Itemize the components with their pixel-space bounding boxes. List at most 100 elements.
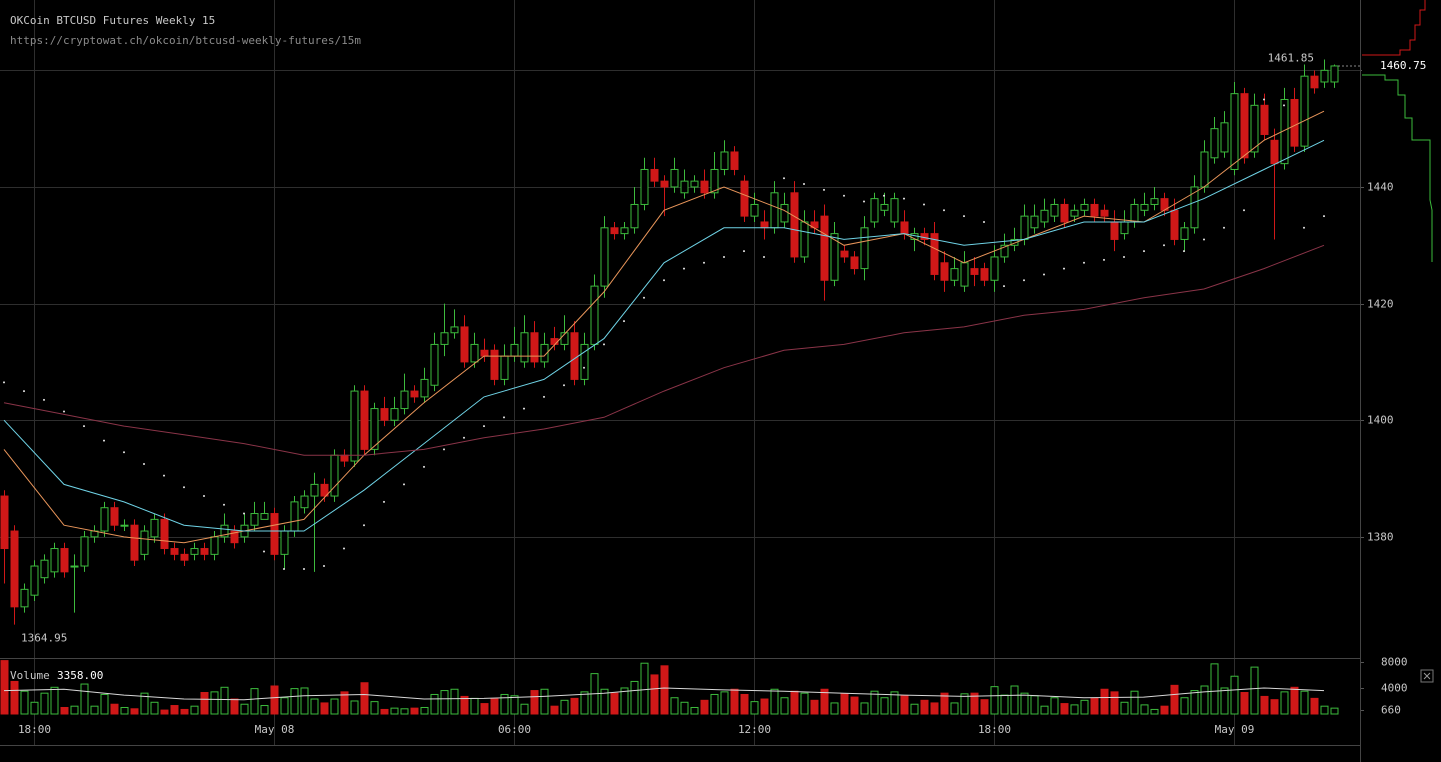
candle-body [730,151,739,170]
candle-body [530,332,539,363]
candle-body [320,483,329,497]
sar-dot [303,567,305,570]
candle-body [1070,209,1079,217]
candle-body [1140,203,1149,211]
sar-dot [1223,226,1225,229]
candle-body [1090,203,1099,217]
sar-dot [183,486,185,489]
volume-bar [250,688,259,715]
volume-bar [10,680,19,715]
candle-body [500,355,509,380]
sar-dot [783,177,785,180]
candle-body [1210,128,1219,159]
volume-bar [40,692,49,715]
sar-dot [963,215,965,218]
sar-dot [1063,267,1065,270]
sar-dot [763,255,765,258]
candle-body [510,343,519,357]
sar-dot [83,425,85,428]
candle-body [1080,203,1089,211]
sar-dot [923,203,925,206]
sar-dot [443,448,445,451]
volume-bar [1230,675,1239,715]
candle-body [980,268,989,281]
volume-bar [370,701,379,715]
candle-body [380,408,389,421]
candle-body [990,256,999,281]
sar-dot [423,465,425,468]
volume-bar [950,702,959,715]
volume-bar [560,699,569,715]
volume-bar [260,705,269,715]
candle-body [630,203,639,229]
volume-bar [0,660,9,715]
candle-body [1240,93,1249,159]
sar-dot [283,567,285,570]
volume-bar [700,699,709,715]
volume-bar [470,697,479,715]
volume-bar [1300,690,1309,715]
sar-dot [803,183,805,186]
sar-dot [1143,250,1145,253]
sar-dot [483,425,485,428]
volume-bar [1270,699,1279,715]
candle-body [1200,151,1209,188]
sar-dot [363,524,365,527]
candle-body [1020,215,1029,240]
sar-dot [663,279,665,282]
sar-dot [883,194,885,197]
sar-dot [203,495,205,498]
candle-body [710,168,719,194]
volume-bar [420,706,429,715]
volume-bar [630,680,639,715]
moving-average [3,110,1325,544]
candle-body [760,221,769,229]
volume-bar [860,702,869,715]
candle-body [470,343,479,363]
volume-bar [230,698,239,715]
candle-body [570,332,579,380]
sar-dot [323,565,325,568]
volume-bar [220,686,229,715]
x-tick-label: 18:00 [18,723,51,736]
volume-bar [800,692,809,715]
volume-bar [1240,692,1249,715]
sar-dot [863,200,865,203]
sar-dot [463,436,465,439]
volume-bar [380,708,389,715]
volume-bar [830,702,839,715]
volume-bar [820,688,829,715]
volume-bar [210,691,219,715]
volume-bar [1200,685,1209,715]
sar-dot [1283,104,1285,107]
volume-bar [80,683,89,715]
close-volume-button[interactable] [1420,669,1434,683]
moving-average [3,139,1325,532]
sar-dot [743,250,745,253]
volume-bar [30,701,39,715]
depth-bids [1362,74,1433,262]
candle-body [690,180,699,188]
volume-bar [1150,708,1159,715]
volume-bar [320,702,329,715]
candle-body [220,524,229,538]
volume-bar [500,693,509,715]
volume-bar [600,688,609,715]
candle-body [260,513,269,520]
candle-body [30,565,39,596]
volume-bar [1260,695,1269,715]
candle-body [520,332,529,363]
volume-bar [1090,697,1099,715]
volume-bar [150,701,159,715]
candle-body [0,495,9,550]
sar-dot [943,209,945,212]
candle-body [840,250,849,258]
chart-title: OKCoin BTCUSD Futures Weekly 15 [10,14,215,27]
candle-body [940,262,949,281]
sar-dot [343,547,345,550]
candle-body [460,326,469,363]
volume-bar [660,665,669,715]
x-tick-label: 06:00 [498,723,531,736]
volume-tick-label: 4000 [1381,682,1408,695]
